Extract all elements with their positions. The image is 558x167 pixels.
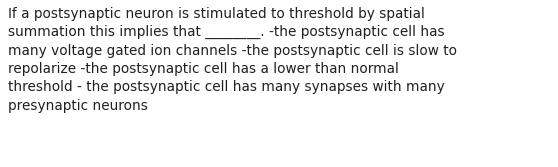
Text: If a postsynaptic neuron is stimulated to threshold by spatial
summation this im: If a postsynaptic neuron is stimulated t… — [8, 7, 458, 113]
